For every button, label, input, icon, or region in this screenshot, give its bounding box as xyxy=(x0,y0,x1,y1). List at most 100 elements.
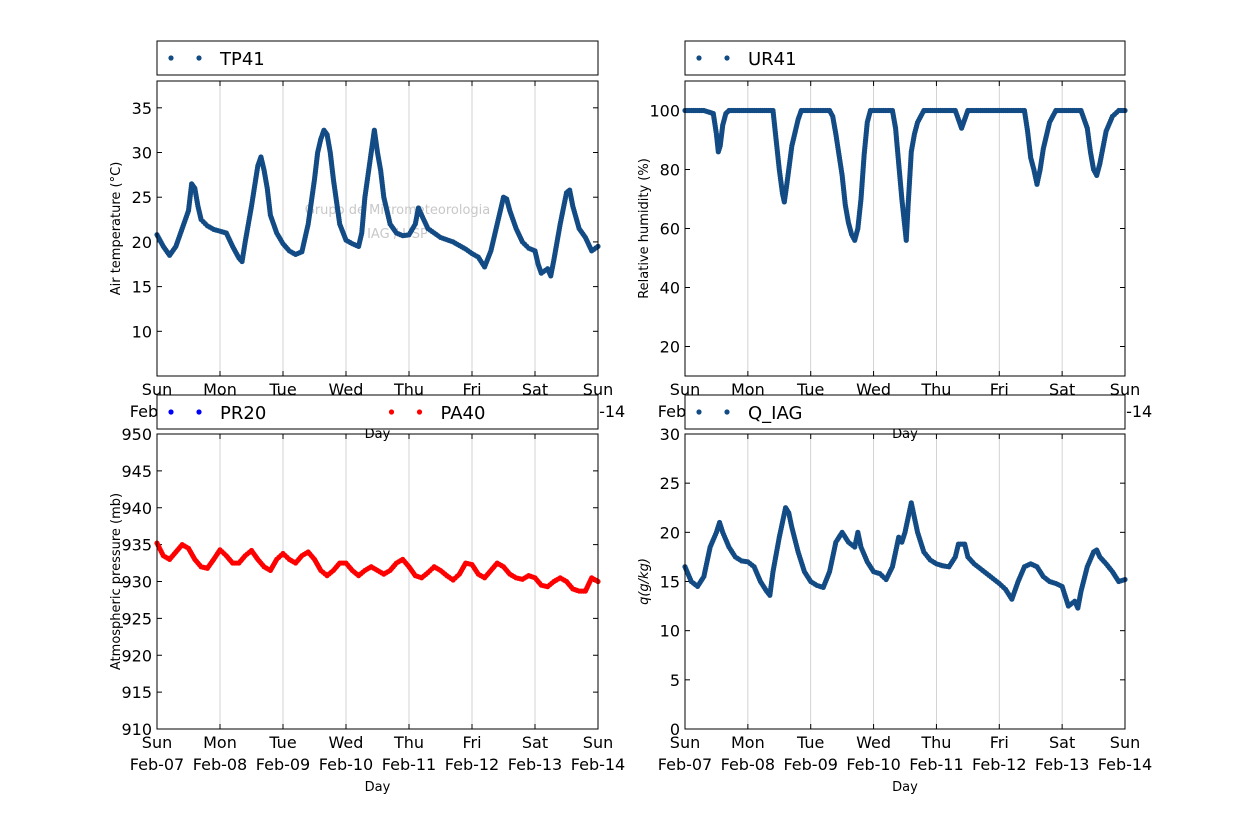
plot-frame xyxy=(156,80,599,377)
y-tick-label: 25 xyxy=(132,188,152,207)
x-tick-label-date: Feb-10 xyxy=(319,755,373,774)
x-tick-label-date: Feb-11 xyxy=(909,755,963,774)
legend-marker xyxy=(168,409,174,415)
x-tick-label-date: Feb-11 xyxy=(382,755,436,774)
y-tick-label: 20 xyxy=(660,523,680,542)
panel-temp: SunFeb-07MonFeb-08TueFeb-09WedFeb-10ThuF… xyxy=(109,40,625,442)
x-tick-label-day: Sat xyxy=(522,733,548,752)
y-tick-label: 40 xyxy=(660,279,680,298)
plot-frame xyxy=(684,80,1126,377)
x-tick-label-day: Sat xyxy=(1049,380,1075,399)
y-tick-label: 950 xyxy=(121,425,152,444)
x-tick-label-day: Mon xyxy=(203,733,237,752)
x-tick-label-date: Feb-08 xyxy=(721,755,775,774)
y-tick-label: 30 xyxy=(660,425,680,444)
x-tick-label-day: Wed xyxy=(329,733,364,752)
x-tick-label-date: Feb-10 xyxy=(846,755,900,774)
x-tick-label-day: Fri xyxy=(990,733,1009,752)
x-tick-label-day: Tue xyxy=(268,380,296,399)
series-Q_IAG xyxy=(682,500,1128,611)
y-tick-label: 910 xyxy=(121,720,152,739)
x-tick-label-day: Tue xyxy=(796,733,824,752)
x-tick-label-date: Feb-07 xyxy=(130,755,184,774)
legend-box xyxy=(684,394,1126,430)
x-tick-label-date: Feb-12 xyxy=(445,755,499,774)
legend-marker xyxy=(168,55,174,61)
legend-marker xyxy=(388,409,395,415)
y-tick-label: 60 xyxy=(660,220,680,239)
panel-specific-humidity: Sun Feb-07 Mon Feb-08 Tue Feb-09 Wed Feb-10 Thu F… xyxy=(637,394,1152,795)
y-tick-label: 935 xyxy=(121,536,152,555)
y-axis-label: q(g/kg) xyxy=(637,558,652,605)
x-tick-label-day: Mon xyxy=(731,380,765,399)
watermark-text: Grupo de Micrometeorologia xyxy=(305,203,491,218)
y-tick-label: 25 xyxy=(660,474,680,493)
x-tick-label-date: Feb-14 xyxy=(571,755,625,774)
x-tick-label-day: Thu xyxy=(393,380,424,399)
x-tick-label-date: Feb-07 xyxy=(658,755,712,774)
x-tick-label-day: Mon xyxy=(203,380,237,399)
plot-frame xyxy=(156,433,599,730)
x-tick-label-day: Thu xyxy=(920,733,951,752)
y-tick-label: 15 xyxy=(132,278,152,297)
series-TP41 xyxy=(154,127,601,279)
x-tick-label-day: Sat xyxy=(1049,733,1075,752)
x-tick-label-day: Thu xyxy=(393,733,424,752)
x-tick-label-day: Sun xyxy=(670,380,700,399)
y-tick-label: 930 xyxy=(121,573,152,592)
y-tick-label: 15 xyxy=(660,573,680,592)
x-tick-label-day: Sun xyxy=(583,380,613,399)
x-tick-label-day: Sun xyxy=(1110,380,1140,399)
legend-entry: TP41 xyxy=(219,49,265,70)
x-tick-label-day: Sat xyxy=(522,380,548,399)
x-tick-label-date: Feb-08 xyxy=(193,755,247,774)
panel-humidity: SunFeb-07MonFeb-08TueFeb-09WedFeb-10ThuF… xyxy=(637,40,1152,442)
x-tick-label-date: Feb-12 xyxy=(972,755,1026,774)
legend-marker xyxy=(696,409,702,415)
y-tick-label: 30 xyxy=(132,144,152,163)
y-tick-label: 20 xyxy=(132,233,152,252)
x-tick-label-day: Sun xyxy=(583,733,613,752)
y-tick-label: 100 xyxy=(649,102,680,121)
y-tick-label: 915 xyxy=(121,683,152,702)
x-tick-label-day: Wed xyxy=(856,380,891,399)
x-tick-label-day: Tue xyxy=(268,733,296,752)
legend-entry: Q_IAG xyxy=(748,403,802,424)
legend-marker xyxy=(196,55,202,61)
x-tick-label-date: Feb-09 xyxy=(783,755,837,774)
y-tick-label: 5 xyxy=(670,671,680,690)
x-tick-label-day: Wed xyxy=(856,733,891,752)
legend-marker xyxy=(196,409,202,415)
y-axis-label: Air temperature (°C) xyxy=(109,162,124,296)
y-tick-label: 10 xyxy=(660,622,680,641)
panel-pressure: Sun Feb-07 Mon Feb-08 Tue Feb-09 Wed Feb-10 Thu F… xyxy=(109,394,625,795)
y-tick-label: 20 xyxy=(660,338,680,357)
x-tick-label-day: Sun xyxy=(1110,733,1140,752)
y-tick-label: 10 xyxy=(132,322,152,341)
series-UR41 xyxy=(682,107,1128,243)
y-tick-label: 0 xyxy=(670,720,680,739)
x-axis-label: Day xyxy=(892,780,918,795)
x-tick-label-day: Sun xyxy=(142,733,172,752)
legend-entry: UR41 xyxy=(748,49,797,70)
x-tick-label-day: Tue xyxy=(796,380,824,399)
y-axis-label: Atmospheric pressure (mb) xyxy=(109,493,124,670)
legend-marker xyxy=(696,55,702,61)
x-tick-label-date: Feb-09 xyxy=(256,755,310,774)
x-tick-label-date: Feb-14 xyxy=(1098,755,1152,774)
series-PA40 xyxy=(154,540,601,594)
y-tick-label: 80 xyxy=(660,161,680,180)
plot-frame xyxy=(684,433,1126,730)
x-tick-label-day: Sun xyxy=(142,380,172,399)
x-tick-label-day: Sun xyxy=(670,733,700,752)
y-tick-label: 940 xyxy=(121,499,152,518)
legend-entry: PR20 xyxy=(220,403,266,424)
legend-marker xyxy=(416,409,423,415)
x-tick-label-day: Mon xyxy=(731,733,765,752)
legend-box xyxy=(684,40,1126,76)
legend-box xyxy=(156,394,599,430)
x-tick-label-day: Fri xyxy=(462,380,481,399)
legend-marker xyxy=(724,409,730,415)
